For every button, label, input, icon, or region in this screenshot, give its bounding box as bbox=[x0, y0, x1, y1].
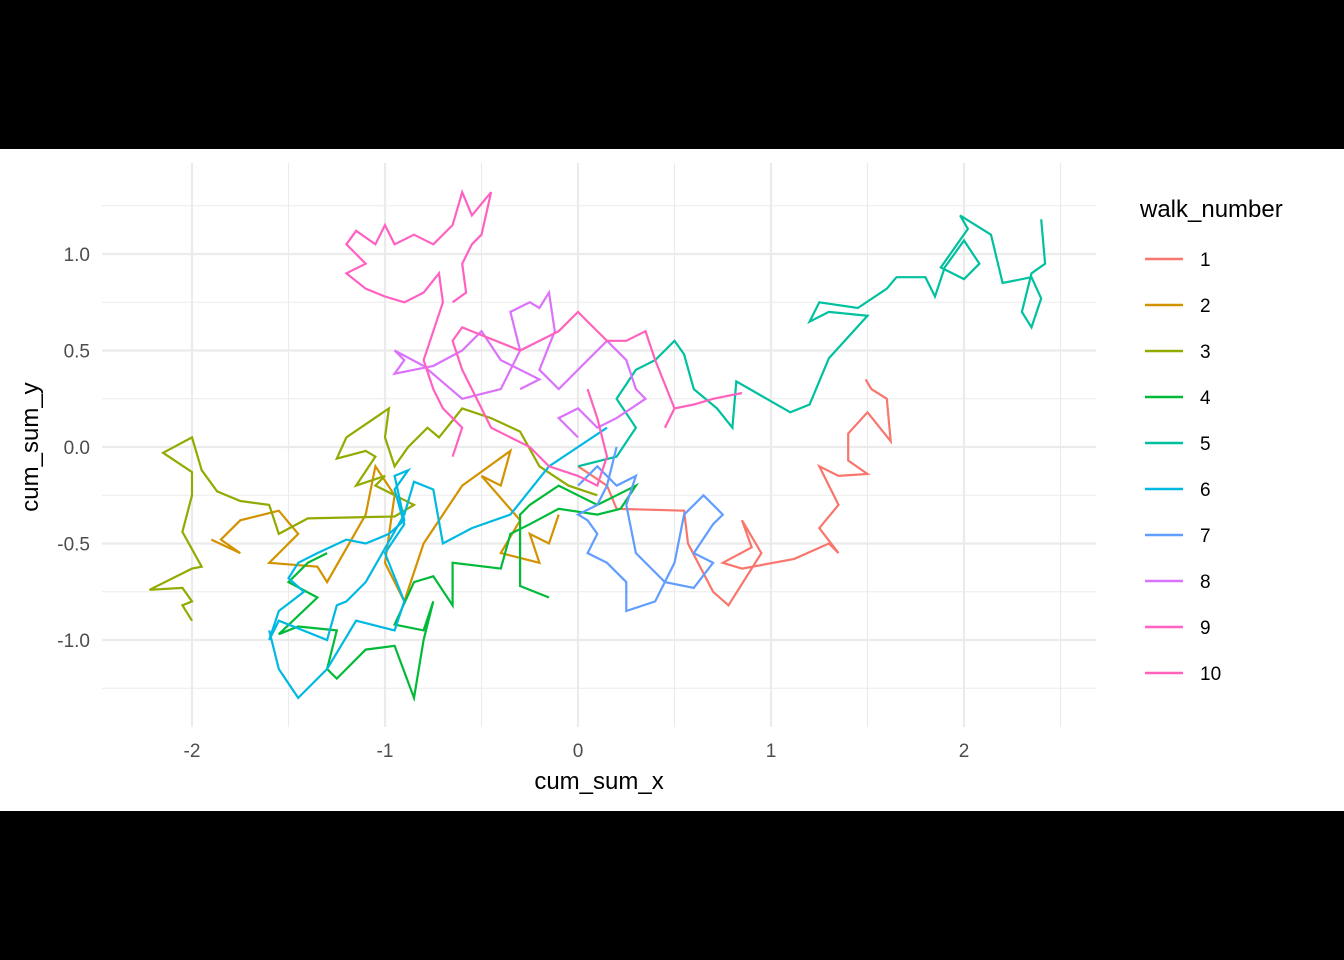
legend-label: 10 bbox=[1200, 664, 1221, 685]
legend-item-1: 1 bbox=[1145, 250, 1211, 271]
walk-line-5 bbox=[577, 214, 1047, 468]
legend-item-3: 3 bbox=[1145, 342, 1211, 363]
legend-item-8: 8 bbox=[1145, 572, 1211, 593]
walk-line-3 bbox=[149, 406, 598, 622]
legend-title: walk_number bbox=[1139, 196, 1283, 223]
walk-line-10 bbox=[451, 310, 743, 488]
legend-label: 4 bbox=[1200, 388, 1211, 409]
legend: walk_number 1 2 3 4 5 6 7 8 9 10 bbox=[1139, 196, 1283, 685]
walk-line-9 bbox=[344, 188, 493, 457]
legend-item-9: 9 bbox=[1145, 618, 1211, 639]
y-axis-ticks: -1.0 -0.5 0.0 0.5 1.0 bbox=[57, 245, 90, 652]
legend-item-4: 4 bbox=[1145, 388, 1211, 409]
walk-line-8 bbox=[392, 289, 648, 439]
legend-label: 2 bbox=[1200, 296, 1211, 317]
bottom-letterbox bbox=[0, 811, 1344, 960]
legend-item-10: 10 bbox=[1145, 664, 1221, 685]
legend-item-2: 2 bbox=[1145, 296, 1211, 317]
x-tick-label: -2 bbox=[184, 741, 201, 762]
legend-label: 3 bbox=[1200, 342, 1211, 363]
x-tick-label: 0 bbox=[573, 741, 584, 762]
y-axis-label: cum_sum_y bbox=[17, 382, 44, 511]
y-tick-label: 1.0 bbox=[64, 245, 90, 266]
plot-canvas: -1.0 -0.5 0.0 0.5 1.0 -2 -1 0 1 2 cum_sum_x cum_… bbox=[17, 163, 1283, 795]
legend-label: 6 bbox=[1200, 480, 1211, 501]
legend-item-6: 6 bbox=[1145, 480, 1211, 501]
walk-line-2 bbox=[210, 448, 560, 605]
y-tick-label: -0.5 bbox=[57, 535, 90, 556]
walk-line-1 bbox=[577, 378, 893, 607]
y-tick-label: -1.0 bbox=[57, 631, 90, 652]
x-axis-label: cum_sum_x bbox=[534, 768, 663, 795]
chart-figure: -1.0 -0.5 0.0 0.5 1.0 -2 -1 0 1 2 cum_sum_x cum_… bbox=[0, 149, 1344, 811]
legend-item-7: 7 bbox=[1145, 526, 1211, 547]
legend-label: 1 bbox=[1200, 250, 1211, 271]
x-tick-label: 1 bbox=[766, 741, 777, 762]
legend-label: 8 bbox=[1200, 572, 1211, 593]
walk-lines bbox=[149, 188, 1047, 703]
walk-line-6 bbox=[268, 426, 608, 700]
x-tick-label: 2 bbox=[959, 741, 970, 762]
walk-line-7 bbox=[575, 446, 725, 613]
legend-label: 5 bbox=[1200, 434, 1211, 455]
legend-label: 7 bbox=[1200, 526, 1211, 547]
x-axis-ticks: -2 -1 0 1 2 bbox=[184, 741, 970, 762]
grid-lines bbox=[102, 163, 1096, 727]
top-letterbox bbox=[0, 0, 1344, 149]
y-tick-label: 0.0 bbox=[64, 438, 90, 459]
x-tick-label: -1 bbox=[377, 741, 394, 762]
y-tick-label: 0.5 bbox=[64, 342, 90, 363]
legend-items: 1 2 3 4 5 6 7 8 9 10 bbox=[1145, 250, 1221, 685]
legend-label: 9 bbox=[1200, 618, 1211, 639]
legend-item-5: 5 bbox=[1145, 434, 1211, 455]
